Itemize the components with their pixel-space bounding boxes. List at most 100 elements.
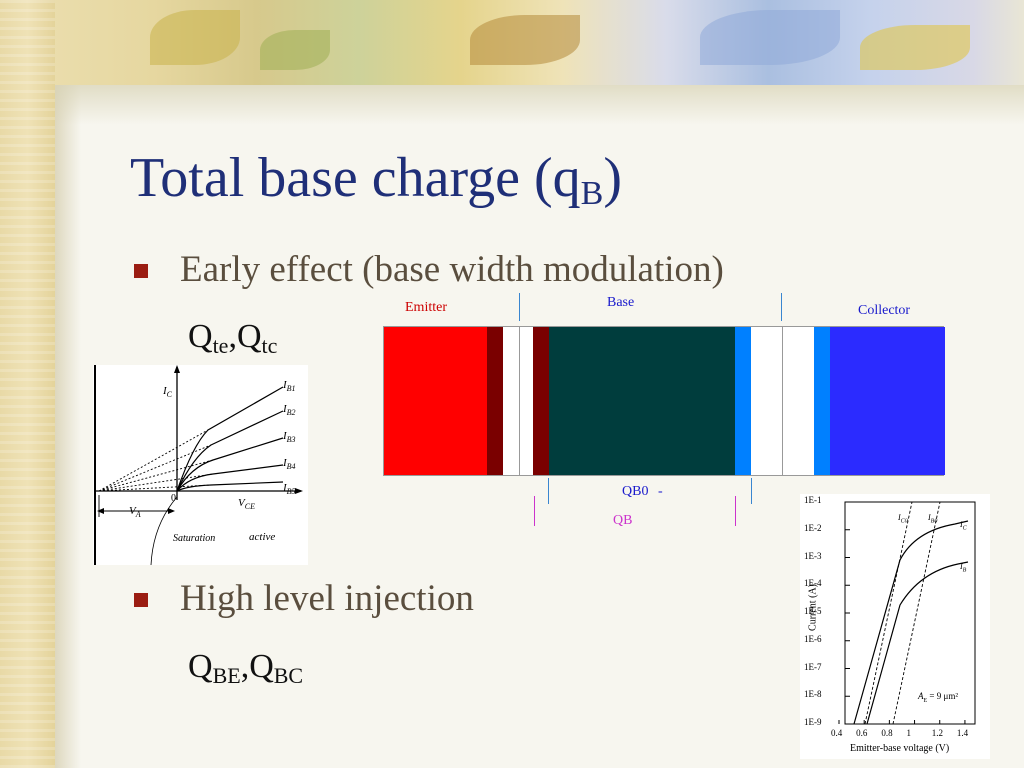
depletion-gap bbox=[519, 327, 533, 475]
q-symbol: Q bbox=[249, 648, 274, 685]
x-axis-label: Emitter-base voltage (V) bbox=[850, 743, 950, 754]
ic-vce-characteristic-sketch: IC IB1 IB2 IB3 IB4 IB5 0 VCE VA Saturati… bbox=[93, 365, 308, 565]
title-text: Total base charge (q bbox=[130, 147, 581, 209]
emitter-area-annotation: AE = 9 μm² bbox=[918, 691, 959, 704]
current-vs-voltage-plot: 1E-1 1E-2 1E-3 1E-4 1E-5 1E-6 1E-7 1E-8 1E-9 0.4… bbox=[800, 494, 990, 759]
y-axis-label: Current (A) bbox=[807, 584, 819, 631]
va-label: VA bbox=[129, 505, 141, 520]
ib2-label: IB2 bbox=[283, 403, 296, 418]
log-plot-graphic bbox=[838, 501, 976, 725]
band-diagram bbox=[383, 326, 945, 476]
early-extrapolation bbox=[98, 473, 214, 492]
x-tick-marks bbox=[838, 720, 966, 724]
decorative-top-band bbox=[0, 0, 1024, 85]
qb0-boundary-line bbox=[751, 478, 752, 504]
va-arrow-icon bbox=[97, 508, 104, 514]
va-arrow-icon bbox=[168, 508, 175, 514]
y-tick-label: 1E-6 bbox=[804, 633, 822, 644]
emitter-region bbox=[384, 327, 487, 475]
q-symbol: Q bbox=[236, 318, 262, 355]
y-tick-label: 1E-4 bbox=[804, 578, 822, 589]
base-boundary-line bbox=[781, 293, 782, 321]
decorative-shadow bbox=[55, 85, 1024, 125]
ic-label: IC bbox=[960, 520, 967, 532]
ib4-label: IB4 bbox=[283, 457, 296, 472]
qb-boundary-line bbox=[735, 496, 736, 526]
bullet-text-early-effect: Early effect (base width modulation) bbox=[180, 249, 724, 290]
emitter-label: Emitter bbox=[405, 300, 447, 315]
depletion-gap bbox=[503, 327, 519, 475]
bullet-square-icon bbox=[134, 593, 148, 607]
emitter-depletion-edge bbox=[487, 327, 503, 475]
ib-curve bbox=[866, 561, 969, 725]
ib0-ideal-line bbox=[864, 501, 913, 725]
q-subscript: tc bbox=[261, 333, 278, 358]
ic-axis-arrow bbox=[174, 365, 180, 373]
base-emitter-edge bbox=[533, 327, 549, 475]
q-symbol: Q bbox=[188, 318, 213, 355]
base-label: Base bbox=[607, 295, 635, 310]
ic0-label: IC0 bbox=[898, 513, 908, 525]
early-extrapolation bbox=[98, 444, 212, 492]
leaf-decoration bbox=[700, 10, 840, 65]
ic-axis-label: IC bbox=[163, 385, 173, 400]
qb0-label: QB0 bbox=[622, 484, 649, 499]
saturation-boundary bbox=[150, 496, 178, 565]
saturation-label: Saturation bbox=[173, 533, 216, 544]
qb-boundary-line bbox=[534, 496, 535, 526]
ib-label: IB bbox=[960, 562, 967, 574]
leaf-decoration bbox=[260, 30, 330, 70]
vce-axis-label: VCE bbox=[238, 497, 255, 512]
ib4-curve bbox=[176, 464, 284, 492]
title-subscript: B bbox=[580, 175, 604, 212]
collector-depletion-edge bbox=[814, 327, 830, 475]
leaf-decoration bbox=[470, 15, 580, 65]
y-tick-label: 1E-8 bbox=[804, 689, 822, 700]
leaf-decoration bbox=[150, 10, 240, 65]
qb-label: QB bbox=[613, 513, 633, 528]
x-tick-label: 1 bbox=[906, 728, 912, 738]
x-tick-label: 0.4 bbox=[831, 728, 843, 738]
slide-title: Total base charge (qB) bbox=[130, 146, 622, 213]
vce-axis-arrow bbox=[295, 488, 303, 494]
leaf-decoration bbox=[860, 25, 970, 70]
y-tick-label: 1E-5 bbox=[804, 606, 822, 616]
collector-region bbox=[830, 327, 945, 475]
ib5-label: IB5 bbox=[283, 482, 296, 497]
base-boundary-line bbox=[519, 293, 520, 321]
decorative-shadow bbox=[55, 85, 81, 768]
q-subscript: BC bbox=[273, 663, 304, 688]
base-collector-edge bbox=[735, 327, 751, 475]
qb0-boundary-line bbox=[548, 478, 549, 504]
q-subscript: te bbox=[212, 333, 229, 358]
x-tick-label: 1.4 bbox=[956, 728, 969, 738]
early-extrapolation bbox=[98, 484, 212, 492]
y-tick-label: 1E-2 bbox=[804, 522, 822, 533]
comma: , bbox=[240, 648, 250, 685]
subline-qbe-qbc: QBE,QBC bbox=[188, 648, 303, 689]
qb0-mark: - bbox=[658, 484, 663, 499]
y-tick-label: 1E-1 bbox=[804, 495, 822, 505]
ic-curve bbox=[853, 520, 969, 725]
ib5-curve bbox=[176, 481, 284, 492]
neutral-base-region bbox=[549, 327, 735, 475]
comma: , bbox=[228, 318, 237, 355]
y-tick-label: 1E-9 bbox=[804, 717, 822, 727]
depletion-gap bbox=[782, 327, 814, 475]
iv-sketch-graphic bbox=[94, 365, 303, 565]
origin-label: 0 bbox=[171, 493, 176, 504]
y-tick-label: 1E-3 bbox=[804, 550, 822, 561]
x-tick-label: 0.6 bbox=[856, 728, 868, 738]
early-extrapolation bbox=[98, 429, 209, 492]
ib3-label: IB3 bbox=[283, 430, 296, 445]
active-label: active bbox=[249, 531, 276, 543]
subline-qte-qtc: Qte,Qtc bbox=[188, 318, 277, 359]
title-close-paren: ) bbox=[603, 147, 622, 209]
q-symbol: Q bbox=[188, 648, 213, 685]
q-subscript: BE bbox=[212, 663, 241, 688]
bullet-text-high-level-injection: High level injection bbox=[180, 578, 474, 619]
ib1-label: IB1 bbox=[283, 379, 296, 394]
x-tick-label: 0.8 bbox=[881, 728, 893, 738]
y-tick-marks bbox=[845, 501, 850, 725]
ic0-ideal-line bbox=[892, 501, 941, 725]
